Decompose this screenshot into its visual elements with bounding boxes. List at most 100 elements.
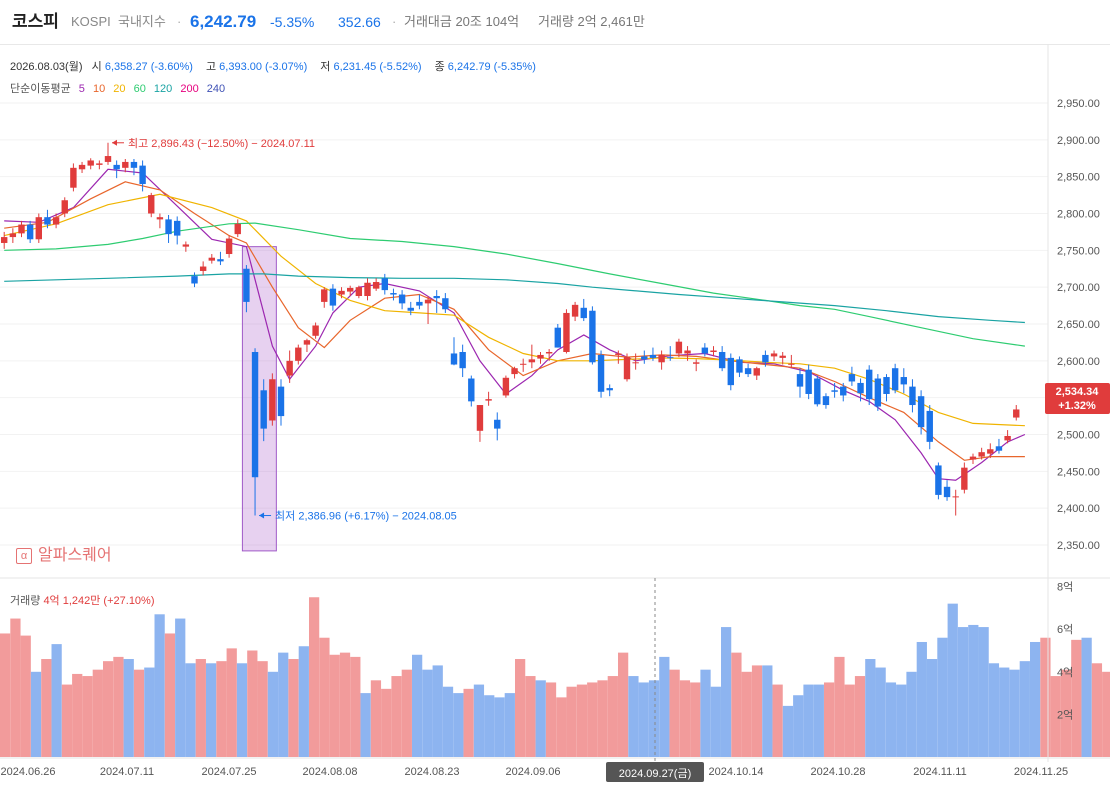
candle[interactable] — [286, 350, 293, 383]
candle[interactable] — [779, 351, 786, 365]
candle[interactable] — [667, 346, 674, 361]
candle[interactable] — [840, 382, 847, 402]
candle[interactable] — [225, 235, 233, 258]
candle[interactable] — [329, 284, 337, 311]
candle[interactable] — [269, 373, 276, 426]
candle[interactable] — [217, 251, 224, 266]
candle[interactable] — [122, 158, 129, 173]
candle[interactable] — [485, 391, 492, 406]
candle[interactable] — [952, 489, 959, 516]
candle[interactable] — [753, 366, 760, 380]
candle[interactable] — [312, 322, 319, 339]
candle[interactable] — [234, 219, 241, 238]
candle[interactable] — [744, 363, 752, 378]
candle[interactable] — [104, 142, 112, 165]
candle[interactable] — [909, 379, 916, 413]
candle[interactable] — [295, 344, 302, 365]
candle[interactable] — [762, 350, 769, 367]
candle[interactable] — [961, 462, 968, 494]
candle[interactable] — [693, 359, 700, 372]
candle[interactable] — [502, 375, 510, 398]
candle[interactable] — [822, 393, 830, 409]
candle[interactable] — [96, 160, 103, 170]
candle[interactable] — [139, 160, 146, 192]
candle[interactable] — [35, 213, 42, 243]
candle[interactable] — [710, 346, 717, 357]
candle[interactable] — [727, 353, 734, 391]
candle[interactable] — [831, 382, 838, 398]
candle[interactable] — [917, 390, 925, 435]
candle[interactable] — [208, 254, 215, 264]
candle[interactable] — [891, 363, 899, 394]
candle[interactable] — [303, 338, 311, 352]
candle[interactable] — [9, 228, 17, 243]
candle[interactable] — [18, 220, 25, 238]
candle[interactable] — [26, 220, 34, 243]
candle[interactable] — [52, 213, 60, 229]
candle[interactable] — [866, 365, 873, 406]
candle[interactable] — [381, 273, 388, 295]
candle[interactable] — [978, 447, 985, 460]
candle[interactable] — [424, 296, 432, 324]
candle[interactable] — [597, 350, 605, 398]
candle[interactable] — [736, 356, 743, 378]
candle[interactable] — [649, 347, 657, 361]
candle[interactable] — [718, 346, 726, 372]
candle[interactable] — [78, 161, 86, 173]
ma-legend-60[interactable]: 60 — [133, 83, 146, 95]
candle[interactable] — [770, 350, 778, 361]
candle[interactable] — [70, 163, 77, 192]
candle[interactable] — [191, 272, 198, 288]
candle[interactable] — [468, 375, 475, 407]
candle[interactable] — [684, 346, 691, 361]
candle[interactable] — [615, 350, 622, 364]
candle[interactable] — [554, 324, 561, 348]
candle[interactable] — [520, 358, 527, 372]
candle[interactable] — [805, 364, 812, 400]
candle[interactable] — [174, 216, 181, 245]
candle[interactable] — [900, 368, 907, 394]
candle[interactable] — [364, 278, 371, 301]
ma-legend-240[interactable]: 240 — [206, 83, 226, 95]
candle[interactable] — [641, 350, 648, 364]
candle[interactable] — [874, 374, 882, 411]
candle[interactable] — [338, 287, 345, 299]
candle[interactable] — [130, 158, 138, 176]
candle[interactable] — [632, 353, 639, 370]
candle[interactable] — [494, 412, 501, 441]
candle[interactable] — [658, 350, 665, 370]
candle[interactable] — [182, 241, 190, 252]
candle[interactable] — [459, 344, 466, 378]
candle[interactable] — [165, 214, 172, 243]
candle[interactable] — [883, 374, 890, 402]
candle[interactable] — [87, 158, 94, 170]
candle[interactable] — [199, 261, 207, 276]
candle[interactable] — [701, 343, 709, 357]
candle[interactable] — [407, 301, 414, 316]
candle[interactable] — [355, 285, 363, 299]
candle[interactable] — [589, 306, 596, 365]
candle[interactable] — [321, 287, 328, 308]
ma-legend-5[interactable]: 5 — [78, 83, 85, 95]
candle[interactable] — [788, 354, 795, 369]
candle[interactable] — [260, 379, 267, 442]
candle[interactable] — [571, 301, 579, 322]
candle[interactable] — [450, 337, 458, 366]
candle[interactable] — [995, 438, 1003, 454]
candle[interactable] — [796, 368, 804, 398]
candle[interactable] — [814, 375, 821, 407]
candle[interactable] — [623, 353, 631, 382]
candle[interactable] — [606, 384, 613, 397]
candle[interactable] — [537, 351, 544, 364]
moving-average-legend[interactable]: 단순이동평균 5 10 20 60 120 200 240 — [10, 80, 230, 96]
candle[interactable] — [442, 293, 449, 313]
candle[interactable] — [372, 278, 380, 291]
candle[interactable] — [1013, 405, 1020, 421]
candle[interactable] — [44, 209, 51, 229]
candle[interactable] — [61, 197, 68, 218]
ma-legend-200[interactable]: 200 — [180, 83, 199, 95]
candle[interactable] — [277, 379, 285, 426]
candle[interactable] — [563, 309, 570, 354]
candle[interactable] — [857, 378, 864, 402]
